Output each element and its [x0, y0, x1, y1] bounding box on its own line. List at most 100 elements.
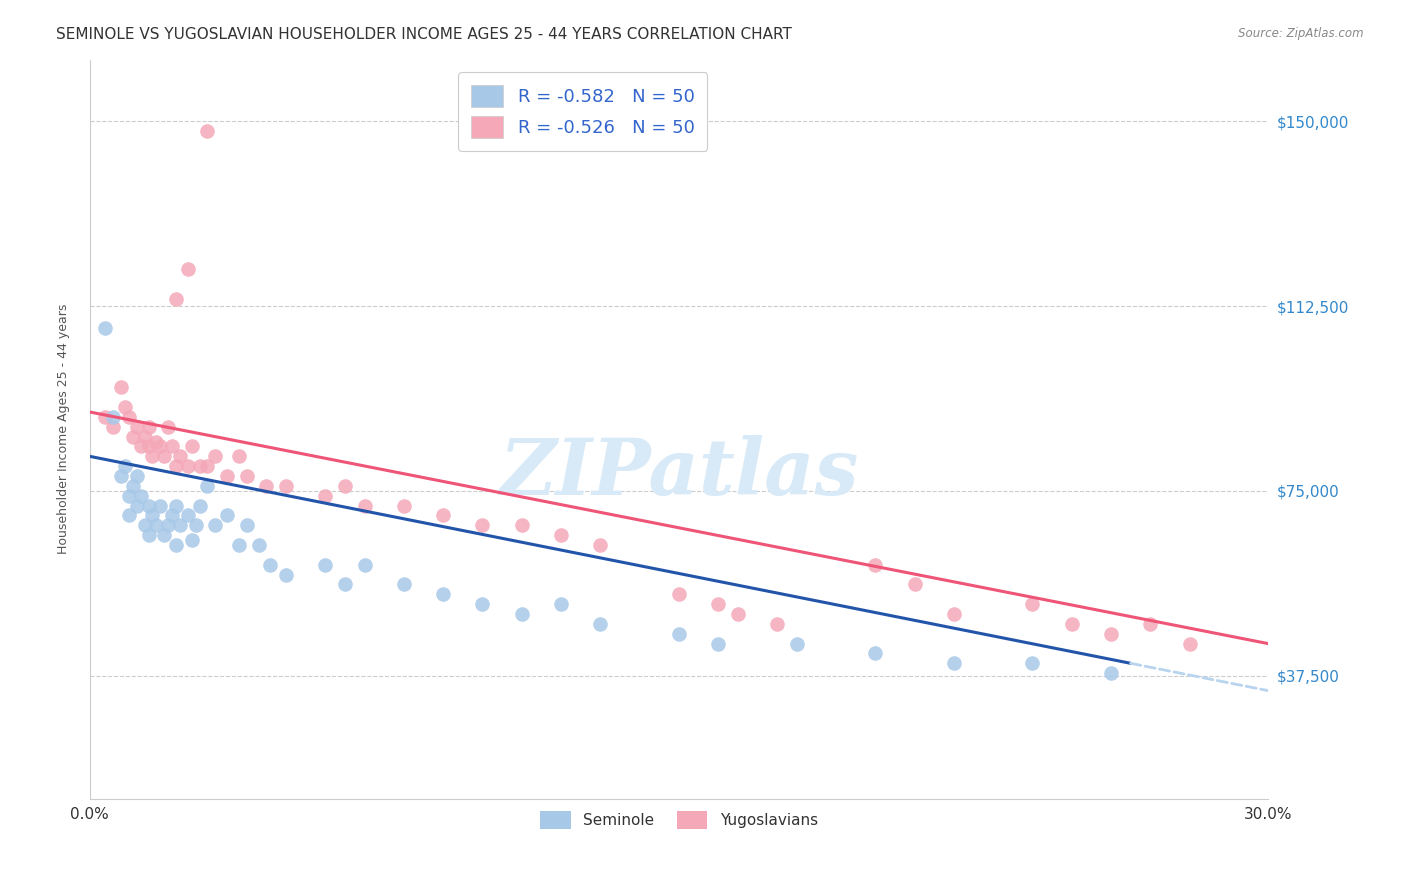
Point — [118, 508, 141, 523]
Point — [114, 400, 136, 414]
Point — [1139, 616, 1161, 631]
Point — [228, 450, 250, 464]
Point — [510, 607, 533, 621]
Point — [589, 616, 612, 631]
Point — [165, 538, 187, 552]
Point — [188, 499, 211, 513]
Point — [550, 597, 572, 611]
Point — [1099, 666, 1122, 681]
Point — [668, 587, 690, 601]
Point — [180, 440, 202, 454]
Point — [1060, 616, 1083, 631]
Point — [274, 567, 297, 582]
Point — [125, 499, 148, 513]
Point — [228, 538, 250, 552]
Point — [94, 409, 117, 424]
Text: SEMINOLE VS YUGOSLAVIAN HOUSEHOLDER INCOME AGES 25 - 44 YEARS CORRELATION CHART: SEMINOLE VS YUGOSLAVIAN HOUSEHOLDER INCO… — [56, 27, 792, 42]
Point — [432, 508, 454, 523]
Point — [259, 558, 281, 572]
Point — [204, 518, 226, 533]
Point — [165, 499, 187, 513]
Point — [353, 499, 375, 513]
Point — [333, 479, 356, 493]
Point — [125, 469, 148, 483]
Point — [165, 292, 187, 306]
Point — [177, 262, 200, 277]
Point — [94, 321, 117, 335]
Point — [103, 419, 125, 434]
Point — [188, 459, 211, 474]
Point — [165, 459, 187, 474]
Legend: Seminole, Yugoslavians: Seminole, Yugoslavians — [534, 805, 824, 836]
Point — [236, 518, 259, 533]
Point — [432, 587, 454, 601]
Point — [197, 479, 219, 493]
Point — [177, 508, 200, 523]
Point — [103, 409, 125, 424]
Point — [110, 380, 132, 394]
Point — [727, 607, 749, 621]
Point — [510, 518, 533, 533]
Y-axis label: Householder Income Ages 25 - 44 years: Householder Income Ages 25 - 44 years — [58, 304, 70, 555]
Point — [110, 469, 132, 483]
Point — [471, 597, 494, 611]
Point — [141, 450, 163, 464]
Point — [392, 577, 415, 591]
Point — [160, 440, 183, 454]
Point — [236, 469, 259, 483]
Point — [177, 459, 200, 474]
Point — [865, 647, 887, 661]
Point — [129, 489, 152, 503]
Point — [160, 508, 183, 523]
Point — [392, 499, 415, 513]
Point — [118, 489, 141, 503]
Point — [118, 409, 141, 424]
Point — [134, 518, 156, 533]
Point — [184, 518, 207, 533]
Point — [247, 538, 270, 552]
Point — [153, 450, 176, 464]
Point — [589, 538, 612, 552]
Point — [149, 440, 172, 454]
Point — [707, 637, 730, 651]
Point — [145, 518, 167, 533]
Point — [138, 440, 160, 454]
Text: Source: ZipAtlas.com: Source: ZipAtlas.com — [1239, 27, 1364, 40]
Point — [314, 558, 336, 572]
Point — [153, 528, 176, 542]
Point — [141, 508, 163, 523]
Point — [145, 434, 167, 449]
Point — [197, 459, 219, 474]
Point — [121, 479, 143, 493]
Point — [197, 124, 219, 138]
Point — [1021, 657, 1043, 671]
Point — [169, 450, 191, 464]
Point — [138, 528, 160, 542]
Point — [274, 479, 297, 493]
Point — [353, 558, 375, 572]
Text: ZIPatlas: ZIPatlas — [499, 435, 859, 512]
Point — [204, 450, 226, 464]
Point — [121, 429, 143, 443]
Point — [668, 626, 690, 640]
Point — [786, 637, 808, 651]
Point — [138, 419, 160, 434]
Point — [707, 597, 730, 611]
Point — [942, 657, 965, 671]
Point — [1178, 637, 1201, 651]
Point — [149, 499, 172, 513]
Point — [157, 518, 180, 533]
Point — [125, 419, 148, 434]
Point — [134, 429, 156, 443]
Point — [217, 508, 239, 523]
Point — [333, 577, 356, 591]
Point — [138, 499, 160, 513]
Point — [129, 440, 152, 454]
Point — [903, 577, 925, 591]
Point — [1099, 626, 1122, 640]
Point — [550, 528, 572, 542]
Point — [169, 518, 191, 533]
Point — [766, 616, 789, 631]
Point — [942, 607, 965, 621]
Point — [1021, 597, 1043, 611]
